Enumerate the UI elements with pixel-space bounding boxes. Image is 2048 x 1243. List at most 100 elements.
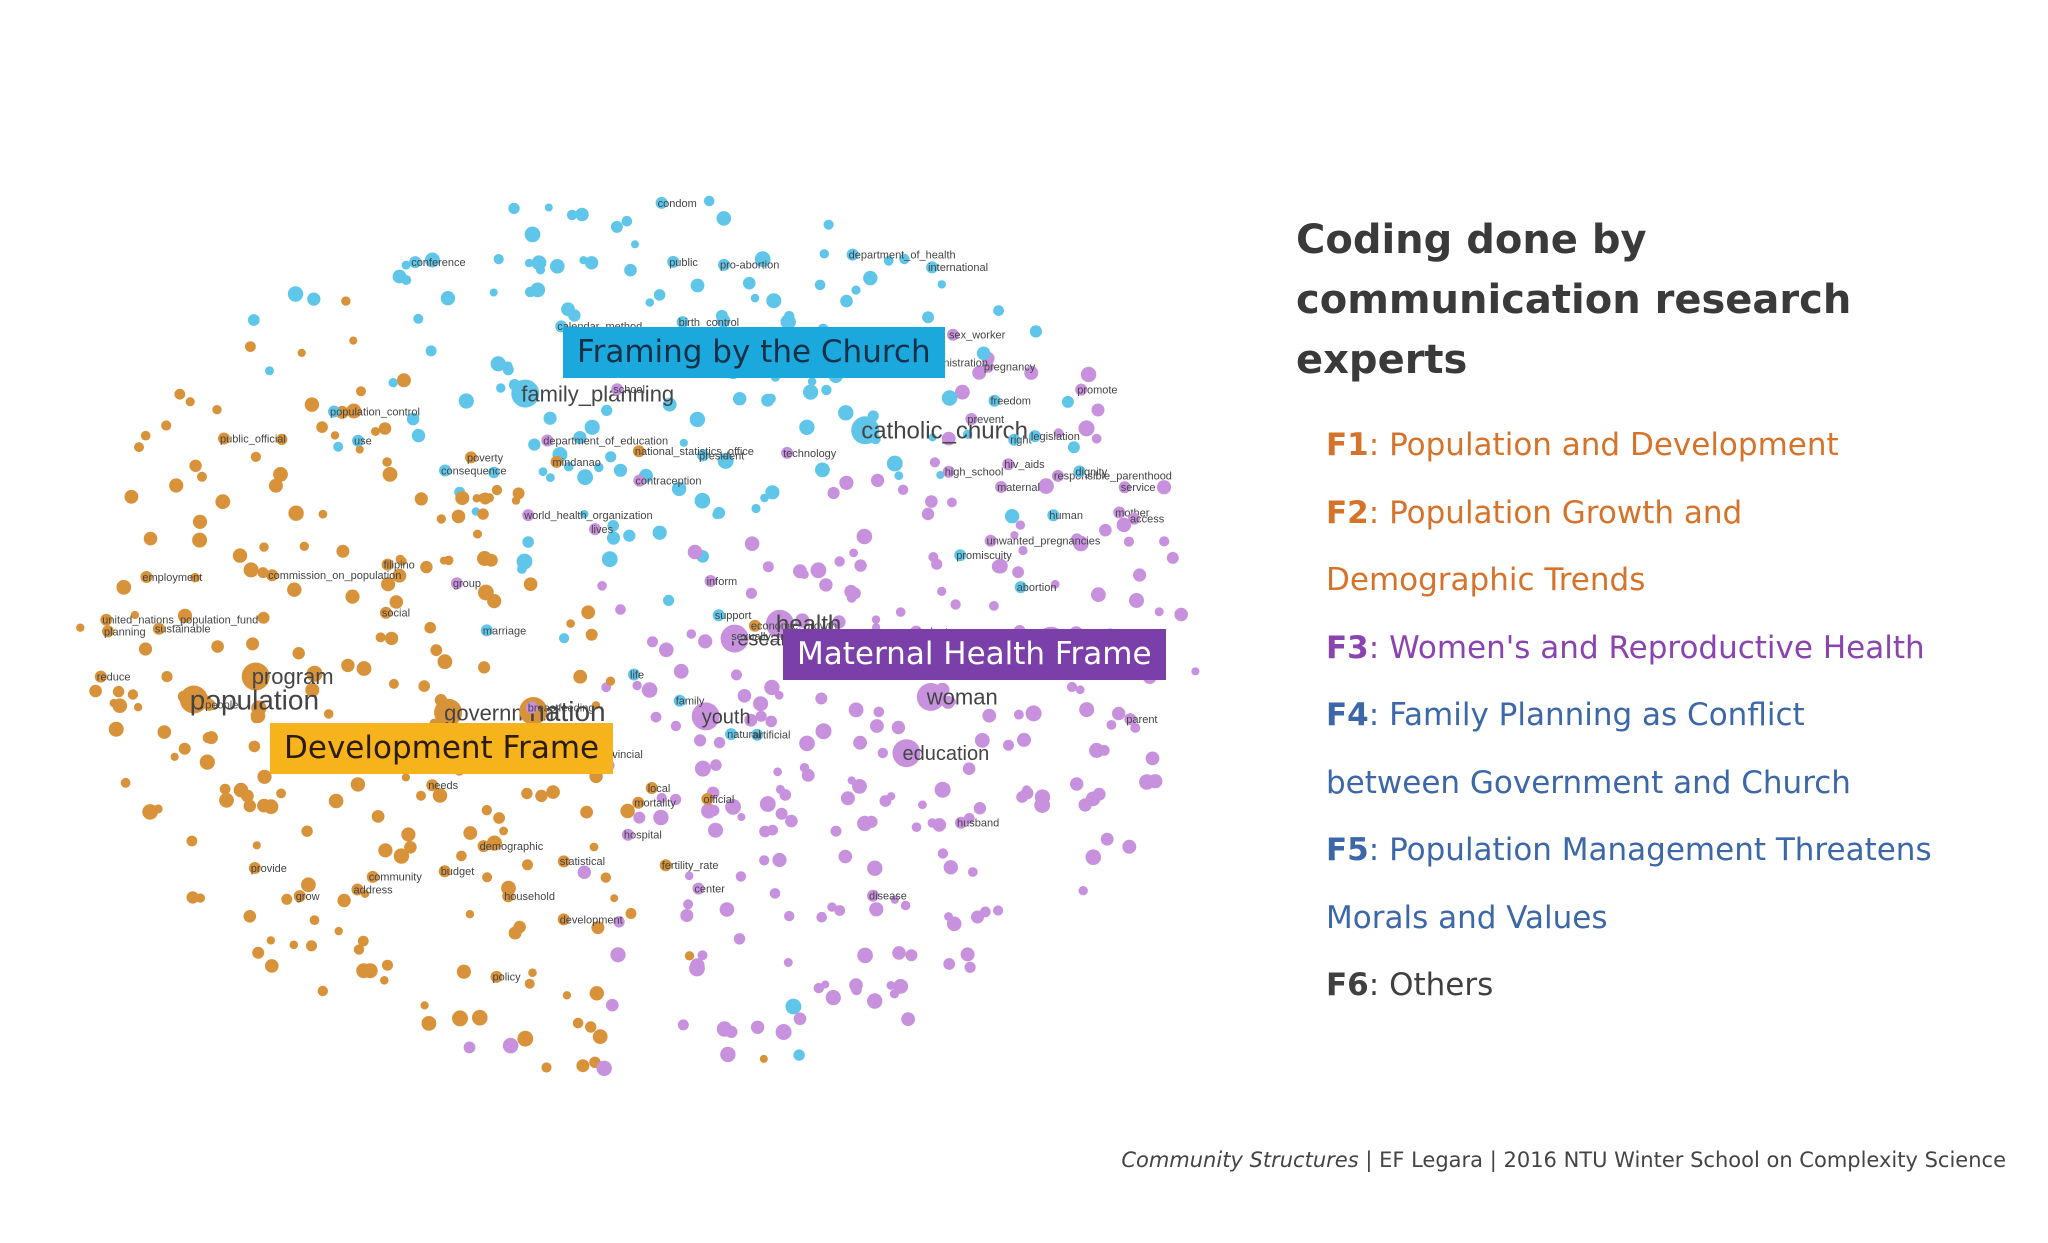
network-node — [905, 949, 918, 962]
legend-code: F1 — [1326, 427, 1369, 463]
network-node — [1106, 720, 1117, 730]
network-node — [490, 970, 503, 983]
network-node — [659, 859, 672, 872]
network-node-label: needs — [428, 780, 458, 792]
network-node — [900, 900, 911, 911]
network-node — [942, 465, 955, 478]
network-node — [212, 405, 222, 415]
network-node — [134, 442, 144, 453]
network-node — [186, 891, 199, 904]
network-node-label: education — [903, 743, 990, 765]
network-node — [243, 910, 257, 923]
network-node — [305, 683, 320, 697]
network-node — [708, 822, 723, 838]
network-node-label: dignity — [1075, 466, 1107, 478]
network-node — [357, 935, 369, 947]
network-node — [937, 280, 946, 289]
network-node — [974, 733, 990, 748]
network-node — [928, 552, 939, 562]
network-node — [937, 586, 947, 596]
network-node — [1029, 325, 1042, 338]
network-node — [605, 676, 616, 686]
network-node — [541, 1062, 552, 1073]
legend-item-f4: F4: Family Planning as Conflict between … — [1326, 697, 1851, 801]
network-node — [611, 383, 624, 396]
network-node — [765, 715, 777, 728]
network-node — [1070, 777, 1084, 791]
network-node — [443, 555, 454, 566]
legend-code: F4 — [1326, 697, 1369, 733]
network-node — [653, 809, 669, 826]
network-node — [388, 378, 398, 388]
network-node — [439, 464, 451, 477]
network-node — [954, 549, 967, 562]
network-node — [819, 578, 833, 592]
network-node — [801, 768, 815, 782]
network-node-label: public — [669, 257, 698, 269]
network-node — [584, 256, 599, 270]
network-node — [652, 525, 667, 540]
network-node — [375, 632, 386, 643]
network-node — [1079, 702, 1095, 718]
network-node — [250, 708, 266, 724]
network-node — [744, 536, 760, 551]
network-node — [401, 827, 416, 842]
network-node — [371, 810, 385, 823]
network-node — [613, 463, 628, 477]
legend-item-f5: F5: Population Management Threatens Mora… — [1326, 832, 1932, 936]
network-node — [1078, 886, 1088, 896]
network-node — [463, 1041, 476, 1054]
network-node — [879, 795, 892, 807]
network-node — [276, 433, 288, 445]
network-node — [1028, 430, 1041, 443]
network-node — [867, 889, 879, 902]
network-node — [766, 293, 782, 309]
network-node — [401, 260, 411, 270]
network-node-label: department_of_health — [849, 249, 956, 261]
network-node-label: mindanao — [553, 457, 601, 469]
network-node — [819, 249, 829, 259]
network-node — [655, 196, 668, 209]
network-node — [1085, 849, 1102, 865]
network-node — [1061, 395, 1074, 408]
network-node — [544, 203, 553, 212]
network-node — [301, 877, 316, 893]
network-node — [316, 421, 328, 433]
network-node — [1078, 798, 1092, 812]
network-node — [759, 825, 771, 838]
network-node-label: service — [1121, 482, 1156, 494]
network-node — [927, 818, 937, 828]
network-node — [815, 723, 832, 740]
network-node — [550, 259, 565, 274]
network-node — [1145, 751, 1160, 766]
network-node — [692, 882, 705, 895]
network-node — [1051, 469, 1064, 482]
network-node — [528, 968, 537, 977]
network-node — [451, 509, 466, 524]
network-node — [257, 567, 269, 579]
network-node — [735, 871, 747, 882]
network-node — [450, 577, 463, 590]
network-node — [530, 282, 546, 298]
network-node — [328, 793, 344, 809]
network-node — [393, 848, 410, 864]
network-node — [350, 777, 366, 792]
network-node — [854, 559, 867, 572]
network-node — [392, 568, 407, 583]
network-node — [886, 981, 896, 990]
network-node — [677, 1019, 689, 1031]
legend-text: Population Growth and Demographic Trends — [1326, 494, 1743, 599]
network-node — [478, 661, 491, 674]
network-node — [774, 690, 784, 700]
network-node — [934, 781, 951, 798]
network-node-label: pro-abortion — [720, 260, 779, 272]
network-node — [856, 528, 873, 545]
network-node — [1004, 509, 1020, 524]
network-node — [976, 346, 991, 361]
network-node — [1133, 568, 1147, 582]
network-node — [550, 455, 563, 468]
network-node — [894, 471, 904, 481]
network-node-label: filipino — [384, 559, 415, 571]
network-node — [701, 803, 717, 819]
network-node — [653, 289, 666, 301]
